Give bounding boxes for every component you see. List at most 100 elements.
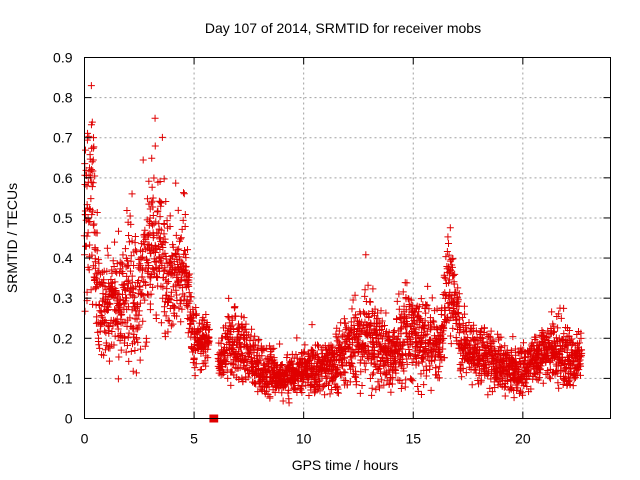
data-point: [346, 378, 354, 386]
data-point: [550, 327, 558, 335]
data-point: [109, 257, 117, 265]
data-point: [130, 262, 138, 270]
data-point: [125, 276, 133, 284]
data-point: [369, 333, 377, 341]
data-point: [152, 218, 160, 226]
data-point: [132, 369, 140, 377]
data-point: [454, 310, 462, 318]
data-point: [144, 269, 152, 277]
data-point: [171, 303, 179, 311]
data-point: [166, 212, 174, 220]
data-point: [328, 386, 336, 394]
data-point: [465, 318, 473, 326]
data-point: [84, 129, 92, 137]
data-point: [432, 364, 440, 372]
data-point: [414, 387, 422, 395]
data-point: [458, 359, 466, 367]
data-point: [429, 317, 437, 325]
data-point: [162, 197, 170, 205]
data-point: [437, 352, 445, 360]
data-point: [414, 382, 422, 390]
data-point: [239, 352, 247, 360]
data-point: [417, 391, 425, 399]
data-point: [364, 281, 372, 289]
data-point: [468, 381, 476, 389]
data-point: [139, 317, 147, 325]
data-point: [402, 306, 410, 314]
data-point: [319, 383, 327, 391]
data-point: [565, 326, 573, 334]
data-point: [175, 304, 183, 312]
data-point: [341, 369, 349, 377]
data-point: [447, 340, 455, 348]
data-point: [544, 338, 552, 346]
data-point: [555, 384, 563, 392]
data-point: [240, 314, 248, 322]
data-point: [137, 254, 145, 262]
data-point: [197, 366, 205, 374]
data-point: [162, 312, 170, 320]
data-point: [361, 292, 369, 300]
data-point: [252, 380, 260, 388]
data-point: [157, 202, 165, 210]
data-point: [458, 373, 466, 381]
data-point: [560, 330, 568, 338]
data-point: [439, 339, 447, 347]
tick-labels: 0 0.1 0.2 0.3 0.4 0.5 0.6 0.7 0.8 0.9 0 5 10 15 20: [53, 50, 531, 447]
data-point: [167, 322, 175, 330]
x-tick-label: 0: [81, 431, 89, 447]
data-point: [447, 267, 455, 275]
data-point: [374, 378, 382, 386]
data-point: [451, 270, 459, 278]
plot-frame: [84, 57, 611, 419]
data-point: [361, 286, 369, 294]
data-point: [400, 339, 408, 347]
data-point: [387, 388, 395, 396]
data-point: [101, 346, 109, 354]
data-point: [169, 320, 177, 328]
data-point: [256, 356, 264, 364]
data-point: [160, 303, 168, 311]
data-point: [125, 303, 133, 311]
data-point: [109, 322, 117, 330]
data-point: [159, 283, 167, 291]
y-tick-label: 0.9: [53, 50, 73, 66]
data-point: [117, 330, 125, 338]
data-point: [340, 354, 348, 362]
data-point: [118, 311, 126, 319]
data-point: [407, 335, 415, 343]
data-point: [97, 312, 105, 320]
data-point: [356, 389, 364, 397]
data-point: [172, 179, 180, 187]
data-point: [294, 370, 302, 378]
data-point: [236, 364, 244, 372]
data-point: [305, 392, 313, 400]
data-point: [148, 154, 156, 162]
data-point: [205, 326, 213, 334]
data-point: [400, 302, 408, 310]
data-point: [181, 292, 189, 300]
data-point: [148, 197, 156, 205]
data-point: [456, 325, 464, 333]
data-point: [259, 382, 267, 390]
data-point: [378, 317, 386, 325]
data-point: [103, 244, 111, 252]
data-point: [182, 262, 190, 270]
data-point: [395, 290, 403, 298]
data-point: [357, 368, 365, 376]
data-point: [293, 334, 301, 342]
data-point: [177, 276, 185, 284]
data-point: [173, 312, 181, 320]
data-point: [285, 386, 293, 394]
data-point: [364, 354, 372, 362]
data-point: [278, 361, 286, 369]
data-point: [370, 369, 378, 377]
data-point: [352, 371, 360, 379]
data-point: [470, 321, 478, 329]
data-point: [396, 314, 404, 322]
data-point: [89, 167, 97, 175]
data-point: [216, 367, 224, 375]
data-point: [101, 282, 109, 290]
data-point: [382, 309, 390, 317]
data-point: [352, 313, 360, 321]
